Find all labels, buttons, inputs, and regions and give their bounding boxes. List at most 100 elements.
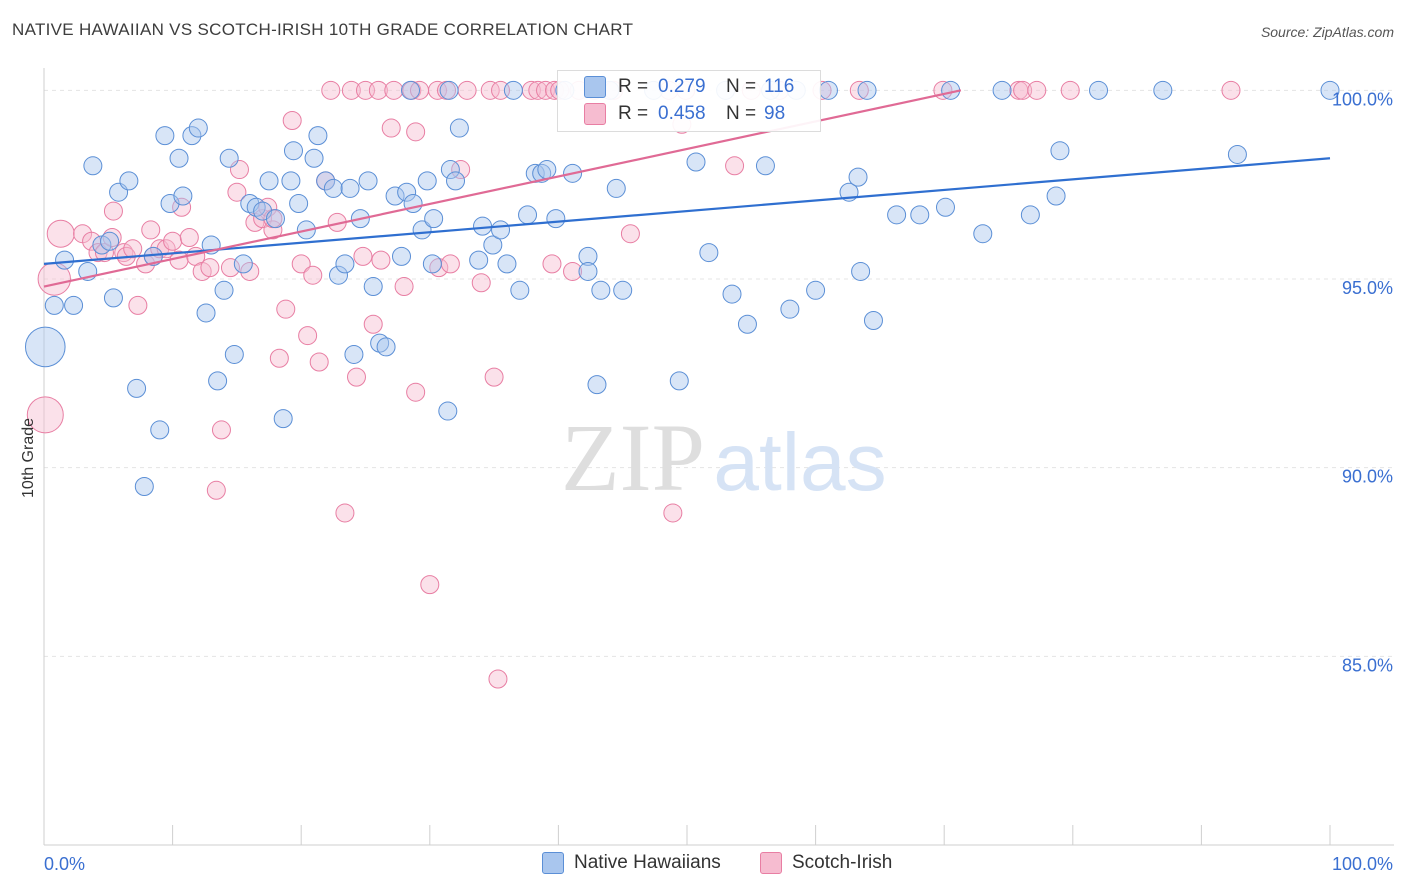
r-value: 0.458 — [658, 103, 706, 124]
data-point — [233, 254, 253, 274]
data-point — [269, 348, 289, 368]
data-point — [265, 209, 285, 229]
n-label: N = — [726, 103, 757, 124]
data-point — [155, 126, 175, 146]
data-point — [578, 261, 598, 281]
data-point — [358, 171, 378, 191]
data-point — [1153, 80, 1173, 100]
data-point — [1027, 80, 1047, 100]
data-point — [206, 480, 226, 500]
data-point — [397, 182, 417, 202]
data-point — [208, 371, 228, 391]
data-point — [503, 80, 523, 100]
stats-legend: R = 0.279 N = 116 R = 0.458 N = 98 — [557, 70, 821, 132]
data-point — [308, 126, 328, 146]
data-point — [488, 669, 508, 689]
data-point — [282, 111, 302, 131]
r-label: R = — [618, 76, 649, 97]
data-point — [220, 258, 240, 278]
data-point — [211, 420, 231, 440]
data-point — [263, 220, 283, 240]
data-point — [283, 141, 303, 161]
data-point — [119, 171, 139, 191]
data-point — [537, 160, 557, 180]
legend-label-scotch-irish: Scotch-Irish — [792, 852, 893, 873]
data-point — [298, 326, 318, 346]
watermark-atlas: atlas — [713, 417, 886, 508]
data-point — [26, 396, 64, 434]
axes — [43, 68, 1394, 846]
legend-item-native-hawaiians[interactable]: Native Hawaiians — [542, 852, 721, 874]
data-point — [451, 160, 471, 180]
n-value: 116 — [764, 76, 795, 97]
data-point — [910, 205, 930, 225]
data-point — [417, 171, 437, 191]
data-point — [438, 401, 458, 421]
data-point — [1221, 80, 1241, 100]
data-point — [1013, 80, 1033, 100]
data-point — [371, 250, 391, 270]
trend-line — [43, 157, 1331, 265]
data-point — [100, 231, 120, 251]
data-point — [392, 246, 412, 266]
data-point — [806, 280, 826, 300]
y-tick-label: 95.0% — [1342, 278, 1393, 298]
data-point — [1050, 141, 1070, 161]
data-point — [341, 80, 361, 100]
legend-item-scotch-irish[interactable]: Scotch-Irish — [760, 852, 892, 874]
data-point — [663, 503, 683, 523]
data-point — [273, 409, 293, 429]
swatch-blue — [584, 76, 606, 98]
data-point — [323, 178, 343, 198]
data-point — [381, 118, 401, 138]
data-point — [46, 219, 75, 248]
data-point — [542, 254, 562, 274]
data-point — [276, 299, 296, 319]
data-point — [440, 254, 460, 274]
data-point — [1089, 80, 1109, 100]
data-point — [335, 503, 355, 523]
data-point — [196, 303, 216, 323]
data-point — [510, 280, 530, 300]
data-point — [484, 367, 504, 387]
data-point — [851, 261, 871, 281]
data-point — [304, 148, 324, 168]
data-point — [737, 314, 757, 334]
chart-title: NATIVE HAWAIIAN VS SCOTCH-IRISH 10TH GRA… — [12, 20, 634, 39]
n-label: N = — [726, 76, 757, 97]
data-point — [887, 205, 907, 225]
data-point — [309, 352, 329, 372]
data-point — [259, 171, 279, 191]
data-point — [818, 80, 838, 100]
data-point — [686, 152, 706, 172]
data-point — [483, 235, 503, 255]
data-point — [128, 295, 148, 315]
r-label: R = — [618, 103, 649, 124]
data-point — [440, 160, 460, 180]
axis-labels: 85.0% 90.0% 95.0% 100.0% 0.0% 100.0% 10th Grad… — [20, 89, 1393, 874]
data-point — [370, 333, 390, 353]
data-point — [94, 243, 114, 263]
data-point — [246, 197, 266, 217]
data-point — [328, 265, 348, 285]
data-point — [613, 280, 633, 300]
data-point — [422, 254, 442, 274]
data-point — [64, 295, 84, 315]
data-point — [473, 216, 493, 236]
data-point — [863, 310, 883, 330]
data-point — [849, 80, 869, 100]
data-point — [219, 148, 239, 168]
data-point — [725, 156, 745, 176]
y-axis-title: 10th Grade — [20, 418, 37, 498]
watermark: ZIP atlas — [561, 404, 887, 511]
swatch-pink — [584, 103, 606, 125]
watermark-zip: ZIP — [561, 404, 705, 511]
y-tick-label: 85.0% — [1342, 655, 1393, 675]
stats-row-native-hawaiians: R = 0.279 N = 116 — [558, 73, 794, 101]
data-point — [780, 299, 800, 319]
data-point — [179, 227, 199, 247]
data-point — [1227, 144, 1247, 164]
r-value: 0.279 — [658, 76, 706, 97]
data-point — [546, 209, 566, 229]
